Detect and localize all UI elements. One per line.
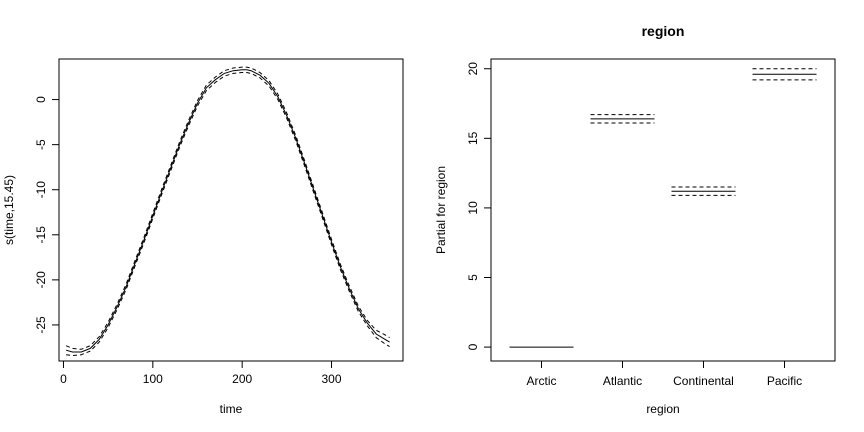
x-axis-label-right: region: [646, 402, 679, 416]
x-axis-right: Arctic Atlantic Continental Pacific: [527, 361, 802, 388]
y-tick-label: 15: [466, 131, 480, 145]
y-axis-label-right: Partial for region: [434, 166, 448, 254]
y-axis-right: 0 5 10 15 20: [466, 62, 491, 350]
plot-box-right: [490, 58, 836, 362]
factor-term-panel: region Arctic Atlantic Continental Pacific …: [434, 23, 836, 416]
y-tick-label: 20: [466, 62, 480, 76]
smooth-estimate-line: [65, 69, 390, 353]
x-axis-left: 0 100 200 300: [60, 360, 342, 386]
y-axis-left: 0 -5 -10 -15 -20 -25: [34, 96, 59, 334]
x-tick-label: 0: [60, 372, 67, 386]
y-tick-label: 0: [34, 96, 48, 103]
x-tick-label: 300: [322, 372, 342, 386]
confidence-band-line-2: [66, 72, 390, 357]
y-tick-label: 0: [466, 343, 480, 350]
smooth-term-panel: 0 100 200 300 0 -5 -10 -15 -20 -25 time s(time,1…: [2, 58, 404, 416]
confidence-band-line-1: [65, 66, 390, 350]
y-axis-label-left: s(time,15.45): [2, 175, 16, 245]
category-label-pacific: Pacific: [767, 374, 802, 388]
plot-box-left: [58, 58, 404, 362]
factor-levels-group: [509, 68, 817, 348]
smooth-curve-group: [65, 66, 390, 357]
y-tick-label: -15: [34, 226, 48, 244]
y-tick-label: -25: [34, 316, 48, 334]
y-tick-label: -10: [34, 181, 48, 199]
x-tick-label: 200: [232, 372, 252, 386]
y-tick-label: 10: [466, 201, 480, 215]
y-tick-label: -5: [34, 139, 48, 150]
chart-title-right: region: [642, 23, 685, 39]
category-label-continental: Continental: [673, 374, 734, 388]
y-tick-label: -20: [34, 271, 48, 289]
category-label-atlantic: Atlantic: [603, 374, 642, 388]
x-axis-label-left: time: [220, 402, 243, 416]
category-label-arctic: Arctic: [527, 374, 557, 388]
x-tick-label: 100: [143, 372, 163, 386]
y-tick-label: 5: [466, 274, 480, 281]
